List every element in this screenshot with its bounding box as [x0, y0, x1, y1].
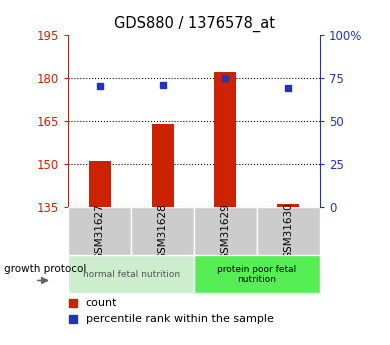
Bar	[277, 204, 300, 207]
Text: percentile rank within the sample: percentile rank within the sample	[86, 314, 274, 324]
Text: GSM31630: GSM31630	[284, 203, 293, 259]
Text: count: count	[86, 298, 117, 308]
Bar	[68, 207, 131, 255]
Text: GSM31628: GSM31628	[158, 203, 168, 259]
Bar	[131, 207, 194, 255]
Text: GSM31627: GSM31627	[95, 203, 105, 259]
Bar	[215, 72, 236, 207]
Bar	[194, 207, 257, 255]
Bar	[257, 207, 320, 255]
Title: GDS880 / 1376578_at: GDS880 / 1376578_at	[113, 16, 275, 32]
Text: protein poor fetal
nutrition: protein poor fetal nutrition	[217, 265, 296, 284]
Bar	[89, 161, 111, 207]
Text: growth protocol: growth protocol	[4, 264, 86, 274]
Bar	[152, 124, 174, 207]
Text: GSM31629: GSM31629	[220, 203, 230, 259]
Bar	[194, 255, 320, 293]
Bar	[68, 255, 194, 293]
Text: normal fetal nutrition: normal fetal nutrition	[83, 270, 180, 279]
